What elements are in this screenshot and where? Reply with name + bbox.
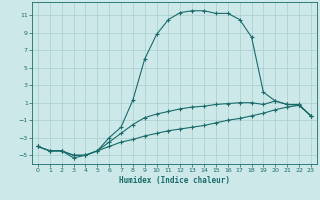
- X-axis label: Humidex (Indice chaleur): Humidex (Indice chaleur): [119, 176, 230, 185]
